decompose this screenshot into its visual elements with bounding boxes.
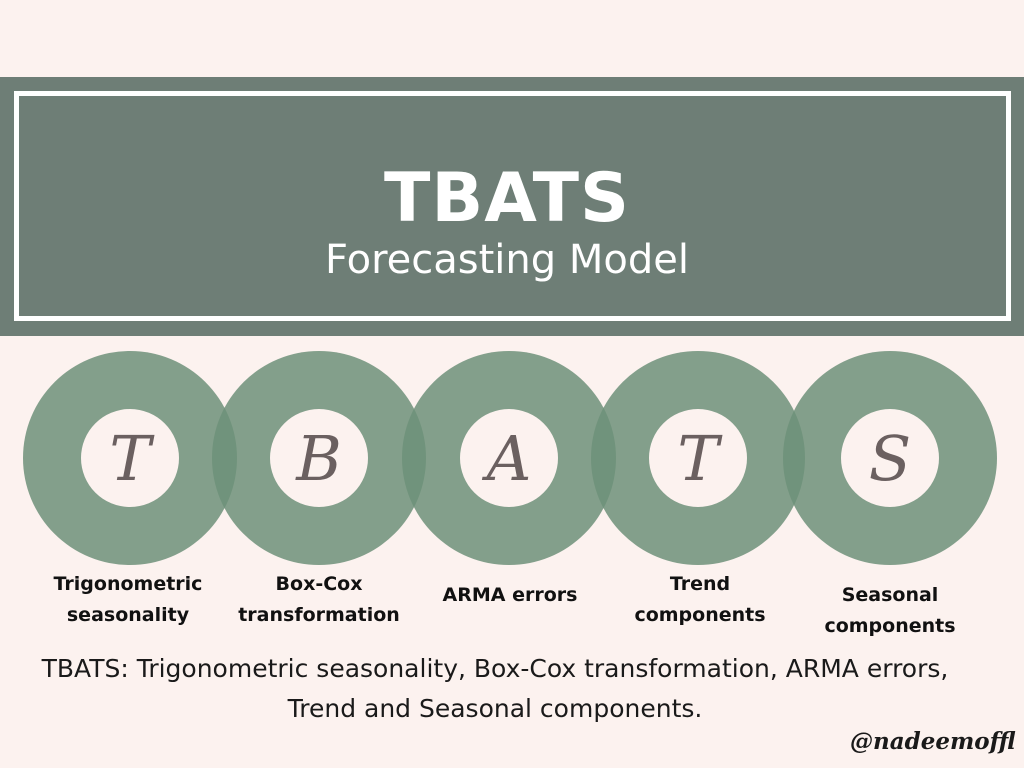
component-label-arma: ARMA errors — [410, 580, 610, 611]
ring-2-inner — [270, 409, 368, 507]
label-line: Trigonometric seasonality — [53, 573, 203, 626]
component-label-seasonal: Seasonal components — [790, 580, 990, 642]
page-title: TBATS — [384, 159, 630, 238]
ring-5-letter: S — [869, 422, 911, 495]
ring-1-letter: T — [109, 422, 155, 495]
header-band: TBATS Forecasting Model — [0, 77, 1024, 336]
component-label-trigonometric: Trigonometric seasonality — [28, 569, 228, 631]
ring-4-letter: T — [677, 422, 723, 495]
header-frame: TBATS Forecasting Model — [14, 91, 1011, 321]
label-line: Seasonal components — [824, 584, 956, 637]
ring-3-letter: A — [482, 422, 532, 495]
label-line: ARMA errors — [442, 584, 578, 606]
ring-1-inner — [81, 409, 179, 507]
caption-text: TBATS: Trigonometric seasonality, Box-Co… — [41, 654, 949, 723]
label-line: Trend components — [634, 573, 766, 626]
label-line: Box-Cox transformation — [238, 573, 400, 626]
component-label-trend: Trend components — [600, 569, 800, 631]
page-subtitle: Forecasting Model — [325, 237, 689, 283]
ring-4-inner — [649, 409, 747, 507]
ring-5-inner — [841, 409, 939, 507]
author-signature: @nadeemoffl — [849, 728, 1016, 755]
component-label-box-cox: Box-Cox transformation — [219, 569, 419, 631]
ring-3-inner — [460, 409, 558, 507]
ring-2-letter: B — [295, 422, 342, 495]
